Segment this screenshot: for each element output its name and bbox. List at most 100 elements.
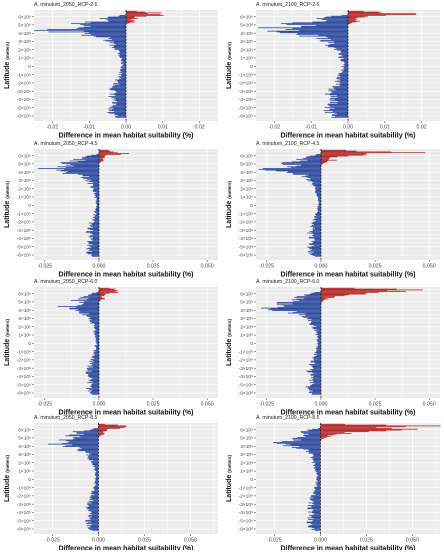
x-axis-title: Difference in mean habitat suitability (… — [281, 546, 416, 551]
bar-negative — [89, 223, 99, 224]
bar-negative — [313, 456, 321, 457]
bar-negative — [314, 360, 321, 361]
bar-negative — [335, 81, 348, 82]
bar-negative — [313, 255, 321, 256]
bar-negative — [88, 374, 99, 375]
y-tick-label: 3×10⁶ — [240, 178, 253, 184]
bar-negative — [307, 319, 321, 320]
panel-4: A. minutum_2100_RCP-4.56×10⁶5×10⁶4×10⁶3×… — [226, 141, 440, 279]
bar-negative — [328, 90, 348, 91]
bar-negative — [338, 74, 348, 75]
bar-negative — [93, 488, 99, 489]
bar-negative — [87, 231, 99, 232]
bar-negative — [84, 303, 99, 304]
bar-positive — [126, 15, 164, 16]
bar-negative — [96, 210, 99, 211]
y-tick-label: 2×10⁶ — [18, 186, 31, 192]
x-tick-label: 0.00 — [121, 125, 131, 131]
bar-negative — [330, 100, 348, 101]
bar-negative — [313, 493, 321, 494]
bar-negative — [332, 86, 348, 87]
bar-negative — [310, 226, 321, 227]
bar-negative — [310, 391, 321, 392]
bar-negative — [89, 361, 98, 362]
bar-negative — [308, 253, 321, 254]
bar-negative — [325, 107, 348, 108]
bar-negative — [314, 381, 321, 382]
y-tick-label: -5×10⁶ — [17, 382, 31, 388]
bar-negative — [314, 502, 320, 503]
bar-negative — [329, 105, 348, 106]
bar-negative — [92, 234, 98, 235]
bar-negative — [317, 474, 321, 475]
bar-negative — [79, 302, 99, 303]
bar-negative — [315, 484, 320, 485]
bar-negative — [87, 458, 98, 459]
bar-negative — [91, 365, 99, 366]
x-axis-title: Difference in mean habitat suitability (… — [59, 133, 194, 140]
bar-negative — [344, 58, 348, 59]
bar-negative — [89, 497, 98, 498]
bar-negative — [314, 464, 320, 465]
bar-negative — [119, 16, 126, 17]
bar-negative — [112, 109, 126, 110]
y-tick-label: -5×10⁶ — [17, 244, 31, 250]
bar-negative — [90, 498, 98, 499]
bar-negative — [86, 508, 98, 509]
bar-negative — [92, 224, 99, 225]
bar-negative — [95, 486, 99, 487]
bar-negative — [78, 161, 99, 162]
bar-positive — [99, 153, 129, 154]
y-tick-label: -1×10⁶ — [17, 211, 31, 217]
bar-negative — [326, 37, 348, 38]
bar-negative — [108, 109, 126, 110]
y-tick-label: -6×10⁶ — [17, 391, 31, 397]
bar-negative — [89, 236, 99, 237]
bar-negative — [108, 96, 126, 97]
bar-negative — [93, 230, 99, 231]
bar-negative — [317, 195, 321, 196]
bar-negative — [332, 114, 348, 115]
bar-negative — [338, 57, 348, 58]
bar-negative — [314, 362, 320, 363]
bar-negative — [322, 19, 348, 20]
bar-negative — [96, 203, 99, 204]
bar-negative — [337, 75, 348, 76]
y-tick-label: -1×10⁶ — [239, 211, 253, 217]
bar-negative — [120, 15, 126, 16]
bar-negative — [335, 108, 348, 109]
bar-negative — [278, 307, 321, 308]
bar-negative — [312, 229, 321, 230]
bar-negative — [71, 23, 126, 24]
bar-negative — [316, 473, 320, 474]
bar-negative — [86, 315, 99, 316]
bar-negative — [95, 216, 99, 217]
bar-negative — [340, 51, 348, 52]
y-axis-title: Latitude (meters) — [226, 319, 233, 366]
bar-negative — [311, 293, 321, 294]
bar-negative — [58, 166, 99, 167]
bar-negative — [61, 171, 99, 172]
y-tick-label: -3×10⁶ — [17, 366, 31, 372]
y-tick-label: -6×10⁶ — [17, 114, 31, 120]
bar-positive — [99, 294, 105, 295]
bar-negative — [340, 75, 348, 76]
bar-negative — [115, 114, 126, 115]
y-tick-label: 4×10⁶ — [18, 31, 31, 37]
bar-negative — [330, 102, 348, 103]
bar-negative — [334, 113, 348, 114]
y-tick-label: -6×10⁶ — [17, 527, 31, 533]
bar-negative — [277, 304, 321, 305]
bar-negative — [88, 508, 99, 509]
bar-negative — [315, 292, 321, 293]
y-tick-label: -4×10⁶ — [17, 374, 31, 380]
bar-negative — [316, 154, 320, 155]
bar-negative — [100, 18, 126, 19]
bar-negative — [316, 348, 321, 349]
bar-negative — [118, 76, 126, 77]
bar-positive — [321, 295, 345, 296]
y-tick-label: 5×10⁶ — [240, 162, 253, 168]
panel-5: A. minutum_2050_RCP-6.06×10⁶5×10⁶4×10⁶3×… — [4, 279, 218, 417]
bar-negative — [317, 18, 348, 19]
bar-negative — [95, 218, 99, 219]
